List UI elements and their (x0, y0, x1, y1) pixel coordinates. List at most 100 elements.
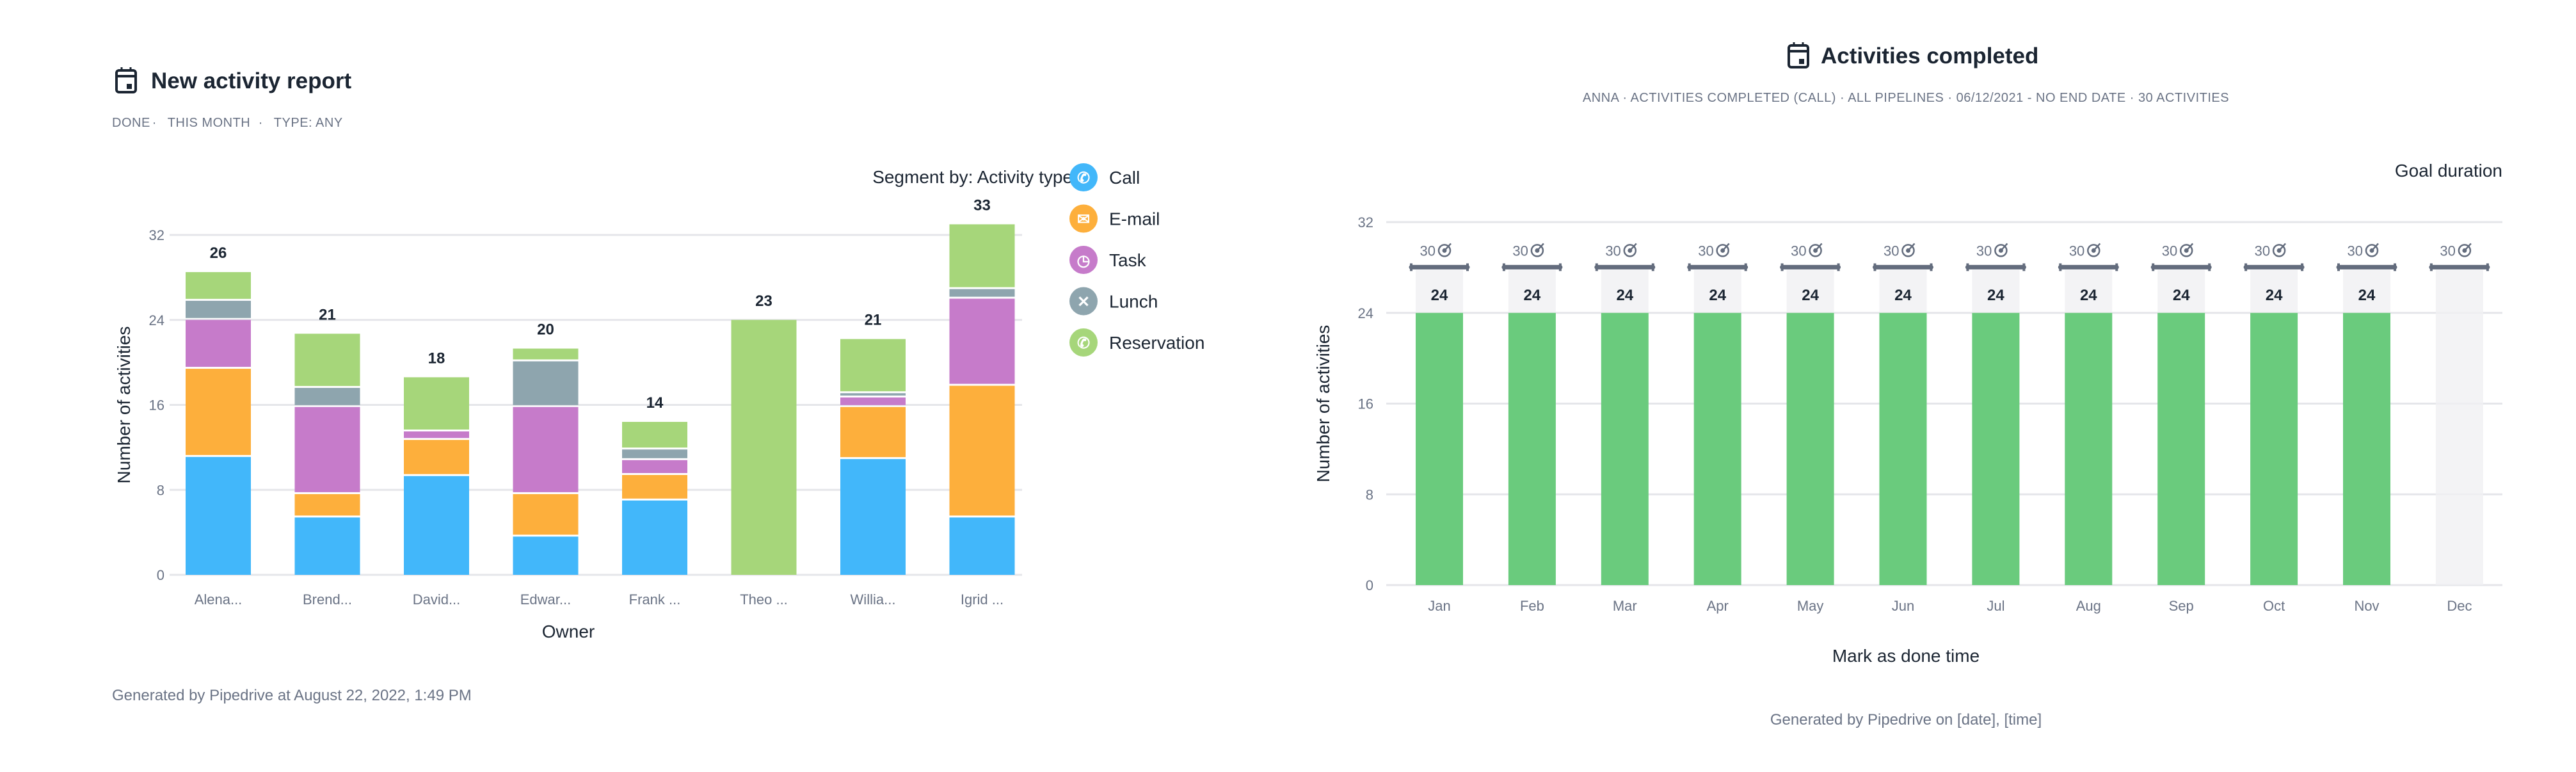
bar-stack-6[interactable] (840, 339, 906, 575)
stopwatch-icon (1069, 246, 1098, 274)
target-arrow (1629, 243, 1637, 252)
target-icon (2272, 243, 2287, 257)
bar-total-label: 20 (537, 321, 554, 339)
month-bar-jul[interactable]: 24 30 (1965, 243, 2026, 585)
subtitle-item: DONE (112, 116, 150, 130)
bar-total-label: 14 (646, 394, 664, 412)
month-bar-apr[interactable]: 24 30 (1687, 243, 1748, 585)
month-bar-jan[interactable]: 24 30 (1409, 243, 1470, 585)
month-bar-jun[interactable]: 24 30 (1873, 243, 1933, 585)
goal-value-label: 30 (2348, 243, 2363, 259)
target-arrow (1444, 243, 1452, 252)
bar-segment-lunch (840, 393, 906, 396)
month-bar-aug[interactable]: 24 30 (2058, 243, 2119, 585)
legend-label: Task (1109, 250, 1147, 270)
target-ring (1994, 244, 2008, 257)
bar-segment-task (949, 298, 1015, 384)
bar-stack-4[interactable] (622, 422, 687, 575)
goal-value-label: 30 (2069, 243, 2084, 259)
x-tick-label: Edwar... (520, 591, 571, 607)
target-arrow (1722, 243, 1730, 252)
bar-stack-7[interactable] (949, 224, 1015, 575)
target-arrow (2371, 243, 2379, 252)
bar (1786, 312, 1834, 585)
month-bar-may[interactable]: 24 30 (1780, 243, 1841, 585)
goal-value-label: 30 (2255, 243, 2270, 259)
goal-remaining-background (1972, 269, 2020, 313)
legend-item-lunch[interactable]: ✕ Lunch (1069, 287, 1158, 316)
legend-item-e-mail[interactable]: ✉ E-mail (1069, 204, 1160, 233)
x-tick-label: Brend... (303, 591, 352, 607)
bar-value-label: 24 (1802, 287, 1819, 304)
legend-item-call[interactable]: ✆ Call (1069, 163, 1140, 191)
bar-segment-e-mail (840, 406, 906, 458)
month-bar-feb[interactable]: 24 30 (1501, 243, 1563, 585)
legend-label: Lunch (1109, 292, 1158, 312)
target-arrow (2186, 243, 2194, 252)
y-tick-label: 32 (1358, 214, 1373, 230)
subtitle-separator: · (1619, 91, 1630, 105)
bar-stack-1[interactable] (294, 334, 360, 575)
subtitle-item: 30 ACTIVITIES (2138, 91, 2229, 105)
y-tick-label: 32 (149, 227, 164, 243)
target-icon (2458, 243, 2472, 257)
goal-remaining-background (1601, 269, 1649, 313)
target-ring (1623, 244, 1637, 257)
bar-stack-3[interactable] (513, 348, 579, 575)
subtitle-separator: · (152, 116, 157, 130)
bar-value-label: 24 (1431, 287, 1448, 304)
bar-segment-e-mail (404, 440, 469, 474)
calendar-body (1788, 44, 1809, 68)
subtitle-item: ALL PIPELINES (1848, 91, 1944, 105)
month-bar-dec[interactable]: 30 (2429, 243, 2490, 585)
goal-duration-label: Goal duration (2395, 161, 2502, 181)
legend-label: Reservation (1109, 333, 1204, 353)
goal-value-label: 30 (1698, 243, 1713, 259)
goal-remaining-background (2343, 269, 2390, 313)
target-icon (1809, 243, 1823, 257)
bar (1879, 312, 1927, 585)
subtitle-separator: · (1944, 91, 1956, 105)
bar-value-label: 24 (2173, 287, 2190, 304)
month-bar-oct[interactable]: 24 30 (2243, 243, 2305, 585)
bar-stack-2[interactable] (404, 377, 469, 575)
segment-by-label: Segment by: Activity type (872, 167, 1073, 187)
bar-segment-task (513, 406, 579, 492)
bar-segment-reservation (294, 334, 360, 386)
target-arrow (2278, 243, 2287, 252)
y-tick-label: 16 (1358, 396, 1373, 412)
bar (1508, 312, 1556, 585)
y-tick-label: 8 (157, 482, 164, 498)
x-tick-label: Jan (1428, 598, 1450, 614)
target-arrow (2000, 243, 2008, 252)
target-ring (1530, 244, 1544, 257)
month-bar-nov[interactable]: 24 30 (2336, 243, 2397, 585)
bar-stack-5[interactable] (731, 319, 797, 575)
target-icon (1437, 243, 1452, 257)
bar-segment-call (294, 517, 360, 575)
legend-item-task[interactable]: ◷ Task (1069, 246, 1147, 274)
legend-item-reservation[interactable]: ✆ Reservation (1069, 328, 1204, 357)
bar-value-label: 24 (2358, 287, 2376, 304)
month-bar-mar[interactable]: 24 30 (1594, 243, 1656, 585)
target-icon (1901, 243, 1916, 257)
bar-total-label: 21 (319, 306, 336, 323)
goal-value-label: 30 (1791, 243, 1806, 259)
bar-stack-0[interactable] (186, 272, 251, 575)
bar-segment-reservation (404, 377, 469, 430)
x-tick-label: Igrid ... (961, 591, 1004, 607)
subtitle-separator: · (259, 116, 263, 130)
x-tick-label: Aug (2076, 598, 2101, 614)
bar-segment-reservation (513, 348, 579, 360)
x-tick-label: Oct (2263, 598, 2285, 614)
bar-segment-e-mail (949, 385, 1015, 516)
bar-segment-lunch (622, 449, 687, 458)
month-bar-sep[interactable]: 24 30 (2150, 243, 2212, 585)
bar-segment-lunch (949, 289, 1015, 297)
bar-segment-e-mail (294, 494, 360, 516)
goal-value-label: 30 (1605, 243, 1620, 259)
calendar-icon (115, 67, 137, 93)
target-ring (1437, 244, 1452, 257)
bar-segment-task (404, 431, 469, 438)
